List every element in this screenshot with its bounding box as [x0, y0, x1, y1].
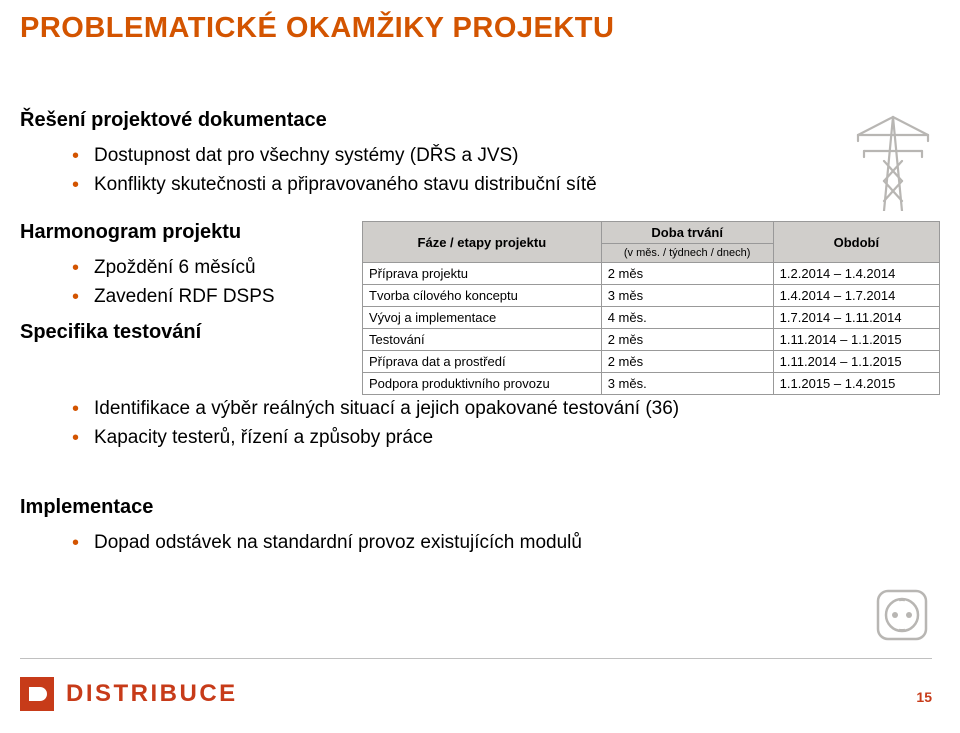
- table-cell: Příprava dat a prostředí: [363, 351, 602, 373]
- table-cell: 4 měs.: [601, 307, 773, 329]
- table-row: Příprava projektu2 měs1.2.2014 – 1.4.201…: [363, 263, 940, 285]
- list-item: Konflikty skutečnosti a připravovaného s…: [72, 171, 940, 200]
- col-subheader-duration: (v měs. / týdnech / dnech): [601, 244, 773, 263]
- section4-heading: Implementace: [20, 496, 940, 519]
- table-cell: Vývoj a implementace: [363, 307, 602, 329]
- table-cell: 1.4.2014 – 1.7.2014: [773, 285, 939, 307]
- col-header-period: Období: [773, 222, 939, 263]
- section2-heading: Harmonogram projektu: [20, 221, 350, 244]
- socket-icon: [876, 589, 928, 641]
- list-item: Kapacity testerů, řízení a způsoby práce: [72, 424, 940, 453]
- section3-list: Identifikace a výběr reálných situací a …: [72, 395, 940, 452]
- table-cell: 1.1.2015 – 1.4.2015: [773, 373, 939, 395]
- table-cell: 2 měs: [601, 329, 773, 351]
- list-item: Identifikace a výběr reálných situací a …: [72, 395, 940, 424]
- footer: DISTRIBUCE: [20, 677, 238, 711]
- table-row: Příprava dat a prostředí2 měs1.11.2014 –…: [363, 351, 940, 373]
- table-cell: 3 měs.: [601, 373, 773, 395]
- table-cell: 2 měs: [601, 351, 773, 373]
- list-item: Zpoždění 6 měsíců: [72, 254, 350, 283]
- schedule-table: Fáze / etapy projektu Doba trvání Období…: [362, 221, 940, 395]
- section3-heading: Specifika testování: [20, 321, 350, 344]
- logo-icon: [20, 677, 54, 711]
- table-cell: Podpora produktivního provozu: [363, 373, 602, 395]
- table-cell: Příprava projektu: [363, 263, 602, 285]
- table-row: Tvorba cílového konceptu3 měs1.4.2014 – …: [363, 285, 940, 307]
- footer-divider: [20, 658, 932, 659]
- list-item: Dopad odstávek na standardní provoz exis…: [72, 529, 940, 558]
- section2-list: Zpoždění 6 měsíců Zavedení RDF DSPS: [72, 254, 350, 311]
- table-row: Testování2 měs1.11.2014 – 1.1.2015: [363, 329, 940, 351]
- list-item: Zavedení RDF DSPS: [72, 283, 350, 312]
- page-number: 15: [916, 689, 932, 705]
- list-item: Dostupnost dat pro všechny systémy (DŘS …: [72, 142, 940, 171]
- section1-heading: Řešení projektové dokumentace: [20, 109, 940, 132]
- table-row: Podpora produktivního provozu3 měs.1.1.2…: [363, 373, 940, 395]
- table-header-row: Fáze / etapy projektu Doba trvání Období: [363, 222, 940, 244]
- table-cell: 1.11.2014 – 1.1.2015: [773, 351, 939, 373]
- table-cell: Testování: [363, 329, 602, 351]
- col-header-phase: Fáze / etapy projektu: [363, 222, 602, 263]
- table-cell: 1.11.2014 – 1.1.2015: [773, 329, 939, 351]
- footer-brand-text: DISTRIBUCE: [66, 680, 238, 708]
- table-row: Vývoj a implementace4 měs.1.7.2014 – 1.1…: [363, 307, 940, 329]
- col-header-duration: Doba trvání: [601, 222, 773, 244]
- table-cell: 2 měs: [601, 263, 773, 285]
- section1-list: Dostupnost dat pro všechny systémy (DŘS …: [72, 142, 940, 199]
- table-cell: Tvorba cílového konceptu: [363, 285, 602, 307]
- slide-title: PROBLEMATICKÉ OKAMŽIKY PROJEKTU: [0, 0, 960, 45]
- section4-list: Dopad odstávek na standardní provoz exis…: [72, 529, 940, 558]
- table-cell: 1.2.2014 – 1.4.2014: [773, 263, 939, 285]
- table-cell: 1.7.2014 – 1.11.2014: [773, 307, 939, 329]
- table-cell: 3 měs: [601, 285, 773, 307]
